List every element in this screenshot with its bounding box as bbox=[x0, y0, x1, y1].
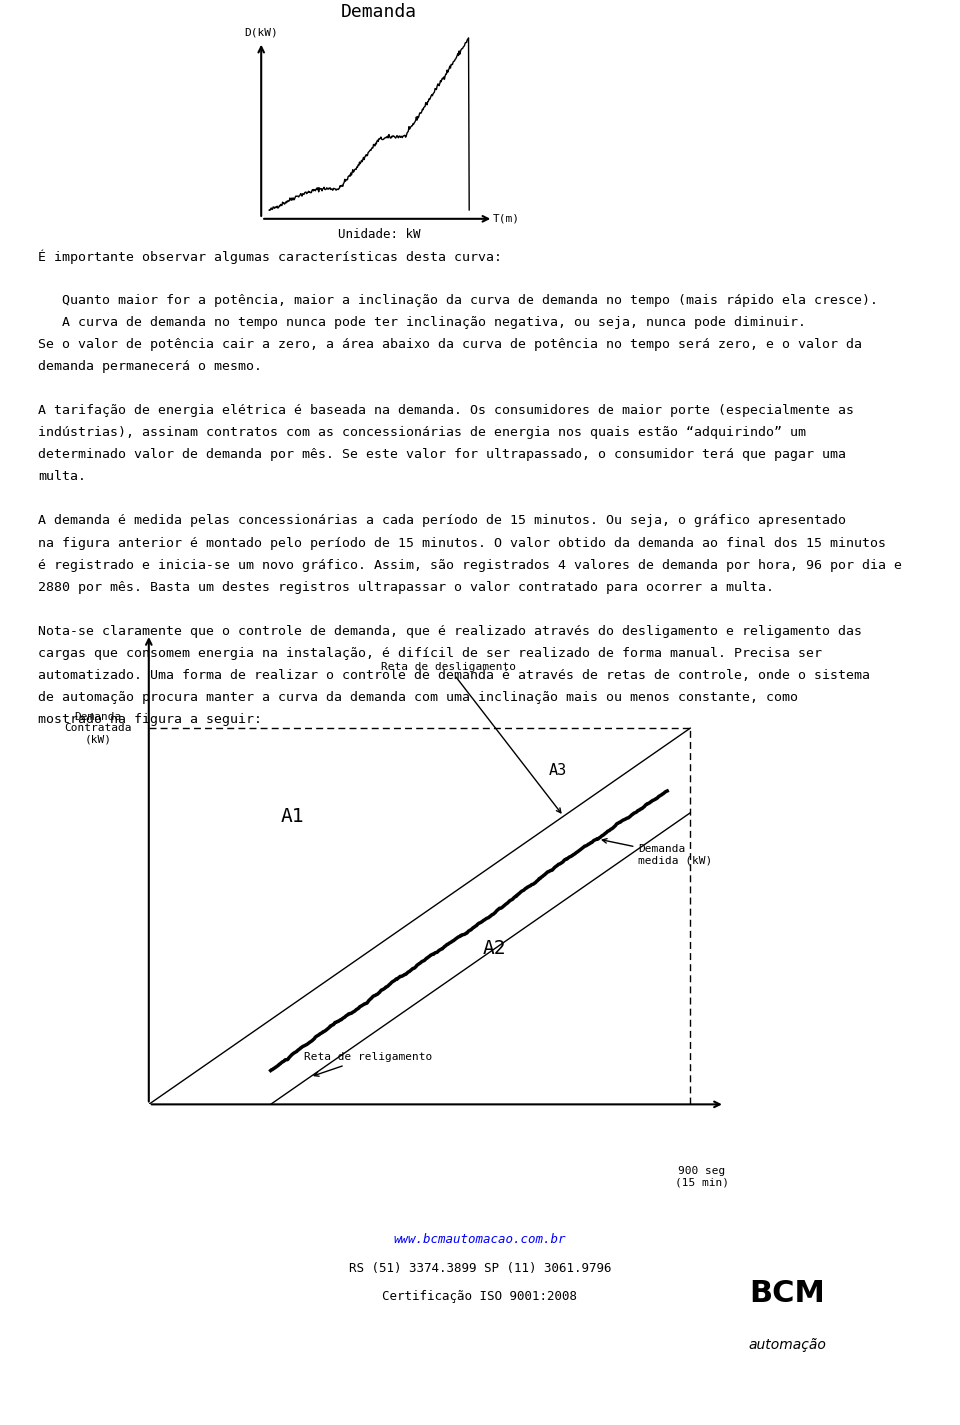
Text: Demanda
Contratada
(kW): Demanda Contratada (kW) bbox=[64, 711, 132, 745]
Text: 2880 por mês. Basta um destes registros ultrapassar o valor contratado para ocor: 2880 por mês. Basta um destes registros … bbox=[38, 581, 775, 594]
Text: Nota-se claramente que o controle de demanda, que é realizado através do desliga: Nota-se claramente que o controle de dem… bbox=[38, 626, 862, 638]
Text: www.bcmautomacao.com.br: www.bcmautomacao.com.br bbox=[394, 1233, 566, 1247]
Text: automatizado. Uma forma de realizar o controle de demanda é através de retas de : automatizado. Uma forma de realizar o co… bbox=[38, 670, 871, 683]
Text: Reta de desligamento: Reta de desligamento bbox=[381, 663, 561, 812]
Text: é registrado e inicia-se um novo gráfico. Assim, são registrados 4 valores de de: é registrado e inicia-se um novo gráfico… bbox=[38, 559, 902, 571]
Text: Certificação ISO 9001:2008: Certificação ISO 9001:2008 bbox=[382, 1290, 578, 1304]
Text: demanda permanecerá o mesmo.: demanda permanecerá o mesmo. bbox=[38, 361, 262, 373]
Text: D(kW): D(kW) bbox=[245, 27, 278, 37]
Text: Quanto maior for a potência, maior a inclinação da curva de demanda no tempo (ma: Quanto maior for a potência, maior a inc… bbox=[38, 294, 878, 306]
Text: A demanda é medida pelas concessionárias a cada período de 15 minutos. Ou seja, : A demanda é medida pelas concessionárias… bbox=[38, 514, 847, 527]
Text: indústrias), assinam contratos com as concessionárias de energia nos quais estão: indústrias), assinam contratos com as co… bbox=[38, 426, 806, 439]
Text: determinado valor de demanda por mês. Se este valor for ultrapassado, o consumid: determinado valor de demanda por mês. Se… bbox=[38, 449, 847, 462]
Text: A2: A2 bbox=[483, 939, 506, 958]
Text: Unidade: kW: Unidade: kW bbox=[338, 228, 420, 241]
Text: A1: A1 bbox=[281, 807, 304, 826]
Text: Demanda
medida (kW): Demanda medida (kW) bbox=[602, 839, 712, 866]
Text: de automação procura manter a curva da demanda com uma inclinação mais ou menos : de automação procura manter a curva da d… bbox=[38, 691, 799, 704]
Text: A3: A3 bbox=[548, 764, 567, 778]
Text: 900 seg
(15 min): 900 seg (15 min) bbox=[675, 1166, 729, 1187]
Text: Demanda: Demanda bbox=[341, 3, 418, 21]
Text: Reta de religamento: Reta de religamento bbox=[303, 1052, 432, 1076]
Text: É importante observar algumas características desta curva:: É importante observar algumas caracterís… bbox=[38, 249, 502, 264]
Text: RS (51) 3374.3899 SP (11) 3061.9796: RS (51) 3374.3899 SP (11) 3061.9796 bbox=[348, 1261, 612, 1275]
Text: automação: automação bbox=[748, 1338, 827, 1352]
Text: T(m): T(m) bbox=[493, 214, 520, 224]
Text: Se o valor de potência cair a zero, a área abaixo da curva de potência no tempo : Se o valor de potência cair a zero, a ár… bbox=[38, 338, 862, 351]
Text: BCM: BCM bbox=[749, 1280, 826, 1308]
Text: na figura anterior é montado pelo período de 15 minutos. O valor obtido da deman: na figura anterior é montado pelo períod… bbox=[38, 537, 886, 550]
Text: A curva de demanda no tempo nunca pode ter inclinação negativa, ou seja, nunca p: A curva de demanda no tempo nunca pode t… bbox=[38, 316, 806, 329]
Text: cargas que consomem energia na instalação, é difícil de ser realizado de forma m: cargas que consomem energia na instalaçã… bbox=[38, 647, 823, 660]
Text: A tarifação de energia elétrica é baseada na demanda. Os consumidores de maior p: A tarifação de energia elétrica é basead… bbox=[38, 405, 854, 418]
Text: mostrado na figura a seguir:: mostrado na figura a seguir: bbox=[38, 714, 262, 727]
Text: multa.: multa. bbox=[38, 470, 86, 483]
